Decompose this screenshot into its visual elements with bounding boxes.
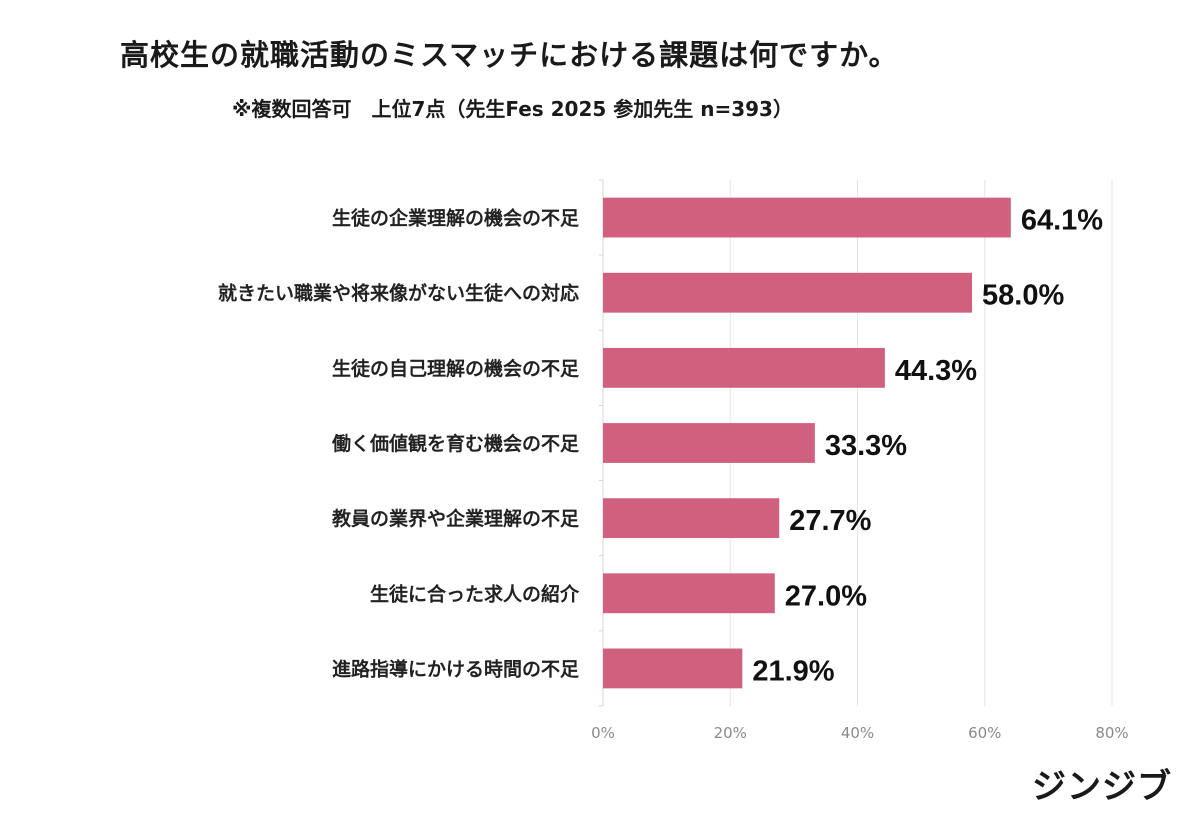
x-tick-label: 0% [591,724,615,742]
x-tick-label: 80% [1095,724,1128,742]
bar [603,573,775,614]
bar [603,197,1011,238]
x-tick-label: 60% [968,724,1001,742]
data-label: 27.0% [785,580,867,612]
bar [603,423,815,463]
chart-subtitle: ※複数回答可 上位7点（先生Fes 2025 参加先生 n=393） [232,97,793,121]
data-label: 44.3% [895,355,977,387]
bar [603,272,973,313]
category-label: 就きたい職業や将来像がない生徒への対応 [218,282,579,305]
brand-logo: ジンジブ [1032,767,1172,807]
category-label: 進路指導にかける時間の不足 [332,657,580,680]
x-tick-label: 40% [841,724,874,742]
data-label: 33.3% [825,430,907,462]
data-label: 27.7% [789,505,871,537]
bar [603,347,885,388]
bar [603,648,743,689]
category-label: 生徒の自己理解の機会の不足 [332,357,580,380]
data-label: 64.1% [1021,205,1103,237]
category-label: 生徒に合った求人の紹介 [370,582,580,605]
category-label: 教員の業界や企業理解の不足 [332,507,580,530]
category-label: 働く価値観を育む機会の不足 [331,432,580,455]
bar [603,498,780,539]
category-label: 生徒の企業理解の機会の不足 [332,207,580,230]
data-label: 21.9% [752,655,834,687]
x-tick-label: 20% [714,724,747,742]
chart-title: 高校生の就職活動のミスマッチにおける課題は何ですか。 [120,38,899,72]
data-label: 58.0% [982,280,1064,312]
